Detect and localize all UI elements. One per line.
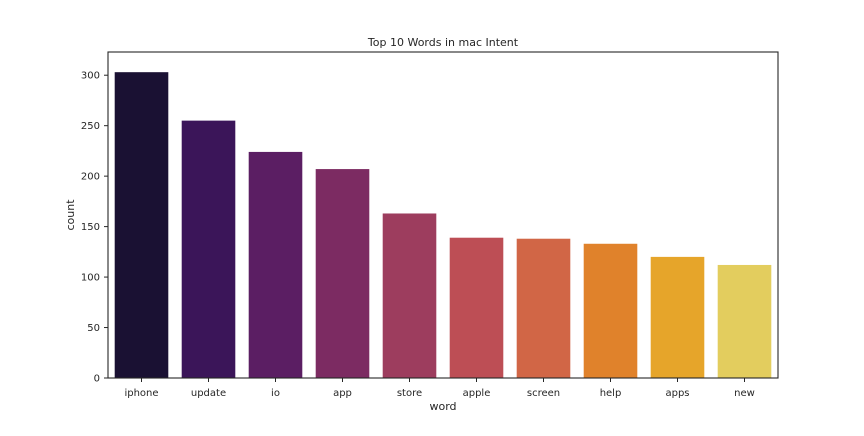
y-tick-label-200: 200 bbox=[81, 172, 100, 183]
x-axis-label: word bbox=[429, 400, 456, 413]
x-tick-label-apple: apple bbox=[463, 388, 491, 399]
x-tick-label-io: io bbox=[271, 388, 280, 399]
y-tick-label-50: 50 bbox=[87, 323, 100, 334]
bar-help bbox=[583, 243, 638, 378]
y-tick-label-100: 100 bbox=[81, 273, 100, 284]
y-tick-label-300: 300 bbox=[81, 71, 100, 82]
x-tick-label-app: app bbox=[333, 388, 352, 399]
plot-frame bbox=[107, 51, 779, 379]
x-tick-label-update: update bbox=[191, 388, 226, 399]
y-tick-label-250: 250 bbox=[81, 121, 100, 132]
bar-iphone bbox=[114, 72, 169, 378]
bar-app bbox=[315, 169, 370, 378]
bars-layer bbox=[114, 72, 772, 378]
bar-apple bbox=[449, 237, 504, 378]
chart-title: Top 10 Words in mac Intent bbox=[367, 36, 519, 49]
bar-apps bbox=[650, 256, 705, 378]
x-tick-label-screen: screen bbox=[527, 388, 560, 399]
x-tick-label-help: help bbox=[600, 388, 622, 399]
y-tick-label-0: 0 bbox=[94, 374, 100, 385]
y-tick-label-150: 150 bbox=[81, 222, 100, 233]
x-tick-label-iphone: iphone bbox=[124, 388, 158, 399]
bar-new bbox=[717, 264, 772, 378]
y-axis-label: count bbox=[64, 199, 77, 231]
x-tick-label-store: store bbox=[397, 388, 422, 399]
bar-screen bbox=[516, 238, 571, 378]
bar-update bbox=[181, 120, 236, 378]
bar-io bbox=[248, 151, 303, 378]
bar-store bbox=[382, 213, 437, 378]
axes-layer: iphone update io app store apple screen help app… bbox=[81, 71, 755, 399]
x-tick-label-apps: apps bbox=[665, 388, 689, 399]
x-tick-label-new: new bbox=[734, 388, 755, 399]
